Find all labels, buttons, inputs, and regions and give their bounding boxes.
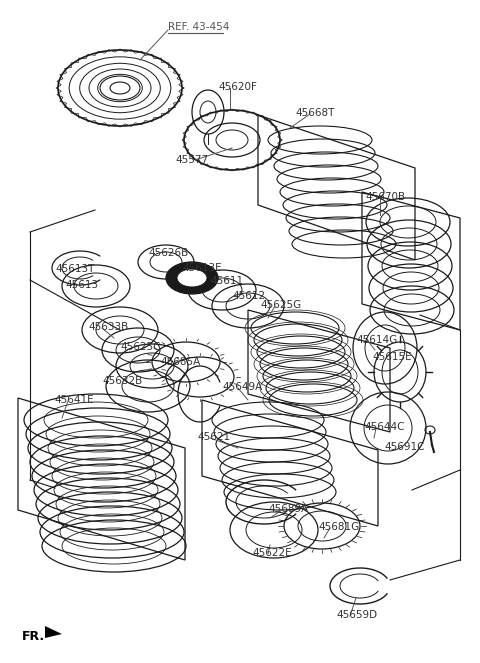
Text: 45644C: 45644C [364,422,405,432]
Text: 45649A: 45649A [222,382,262,392]
Text: 45626B: 45626B [148,248,188,258]
Text: 45633B: 45633B [88,322,128,332]
Text: REF. 43-454: REF. 43-454 [168,22,229,32]
Text: 45611: 45611 [210,276,243,286]
Text: 45615E: 45615E [372,352,412,362]
Text: 45577: 45577 [175,155,208,165]
Text: 45625G: 45625G [260,300,301,310]
Text: 45670B: 45670B [365,192,405,202]
Text: 45614G: 45614G [356,335,397,345]
Text: 45632B: 45632B [102,376,142,386]
Text: 45681G: 45681G [318,522,359,532]
Text: 45691C: 45691C [384,442,424,452]
Ellipse shape [177,269,207,287]
Text: 45689A: 45689A [268,504,308,514]
Text: 45613: 45613 [65,280,98,290]
Text: FR.: FR. [22,630,45,643]
Text: 45612: 45612 [232,291,265,301]
Text: 45621: 45621 [197,432,230,442]
Text: 45622E: 45622E [252,548,292,558]
Text: 45625C: 45625C [120,342,160,352]
Text: 45613E: 45613E [182,263,222,273]
Text: 45641E: 45641E [54,395,94,405]
Text: 45685A: 45685A [160,357,200,367]
Ellipse shape [166,262,218,294]
Text: 45659D: 45659D [336,610,377,620]
Text: 45668T: 45668T [295,108,335,118]
Text: 45613T: 45613T [55,264,95,274]
Polygon shape [45,626,62,638]
Text: 45620F: 45620F [218,82,257,92]
